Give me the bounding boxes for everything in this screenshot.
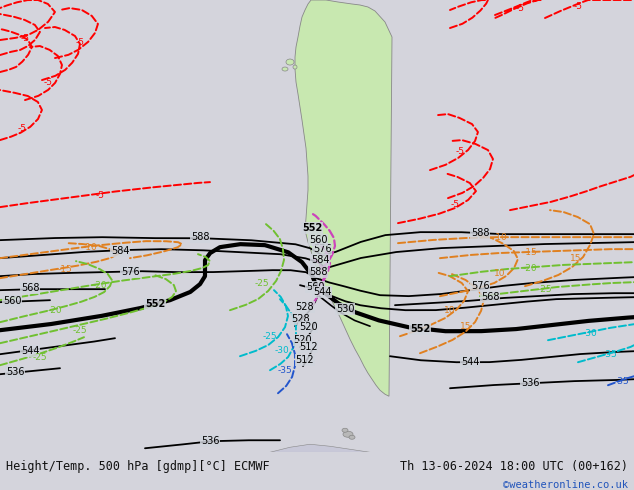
Ellipse shape	[349, 435, 355, 439]
Text: Th 13-06-2024 18:00 UTC (00+162): Th 13-06-2024 18:00 UTC (00+162)	[399, 460, 628, 473]
Text: Height/Temp. 500 hPa [gdmp][°C] ECMWF: Height/Temp. 500 hPa [gdmp][°C] ECMWF	[6, 460, 270, 473]
Text: 568: 568	[21, 283, 39, 293]
Ellipse shape	[282, 67, 288, 71]
Text: 530: 530	[336, 304, 354, 314]
Text: 512: 512	[295, 355, 314, 365]
Text: -10: -10	[493, 233, 507, 242]
Text: 588: 588	[471, 228, 489, 238]
Text: 528: 528	[290, 314, 309, 324]
Text: 536: 536	[521, 378, 540, 388]
Text: -5: -5	[451, 199, 460, 209]
Text: -25: -25	[73, 326, 87, 335]
Ellipse shape	[342, 428, 348, 432]
Text: 560: 560	[309, 235, 327, 245]
Ellipse shape	[286, 59, 294, 65]
Text: 576: 576	[313, 244, 332, 254]
Text: 544: 544	[21, 346, 39, 356]
Text: -25: -25	[33, 353, 48, 362]
Text: 536: 536	[201, 436, 219, 446]
Text: -5: -5	[75, 38, 84, 47]
Text: 10: 10	[444, 306, 456, 315]
Text: 544: 544	[461, 357, 479, 367]
Ellipse shape	[293, 65, 297, 69]
Text: -5: -5	[515, 3, 524, 13]
Text: 584: 584	[111, 246, 129, 256]
Polygon shape	[295, 0, 392, 396]
Text: 560: 560	[3, 296, 22, 306]
Text: 15: 15	[570, 254, 582, 263]
Text: -5: -5	[20, 33, 30, 43]
Text: -35: -35	[614, 377, 630, 386]
Text: -25: -25	[262, 332, 277, 341]
Text: ©weatheronline.co.uk: ©weatheronline.co.uk	[503, 481, 628, 490]
Text: -25: -25	[255, 279, 269, 288]
Text: 10: 10	[495, 269, 506, 278]
Text: 536: 536	[6, 367, 24, 377]
Text: -15: -15	[522, 247, 538, 257]
Text: -20: -20	[48, 306, 62, 315]
Text: 528: 528	[295, 302, 314, 312]
Text: -35: -35	[603, 350, 618, 359]
Text: -10: -10	[82, 243, 98, 252]
Text: 520: 520	[294, 335, 313, 345]
Text: 568: 568	[481, 292, 499, 302]
Text: 552: 552	[145, 299, 165, 309]
Text: -5: -5	[44, 77, 53, 87]
Text: -30: -30	[583, 329, 597, 338]
Text: -5: -5	[455, 147, 465, 156]
Text: 544: 544	[313, 287, 331, 297]
Text: 584: 584	[311, 255, 329, 265]
Text: -30: -30	[275, 346, 289, 355]
Text: 512: 512	[299, 342, 317, 352]
Text: 576: 576	[470, 281, 489, 291]
Polygon shape	[270, 444, 370, 452]
Text: -20: -20	[93, 281, 107, 290]
Text: -20: -20	[522, 264, 537, 272]
Text: 552: 552	[410, 324, 430, 334]
Text: -35: -35	[278, 366, 292, 375]
Text: -5: -5	[96, 191, 105, 199]
Text: 520: 520	[299, 322, 317, 332]
Ellipse shape	[343, 431, 353, 437]
Text: -25: -25	[538, 285, 552, 294]
Text: 560: 560	[306, 282, 324, 292]
Text: -5: -5	[574, 1, 583, 10]
Text: 552: 552	[302, 223, 322, 233]
Text: 588: 588	[191, 232, 209, 242]
Text: -5: -5	[18, 123, 27, 133]
Text: -15: -15	[58, 265, 72, 273]
Text: 576: 576	[120, 267, 139, 277]
Text: 588: 588	[309, 267, 327, 277]
Text: 15: 15	[460, 322, 472, 331]
